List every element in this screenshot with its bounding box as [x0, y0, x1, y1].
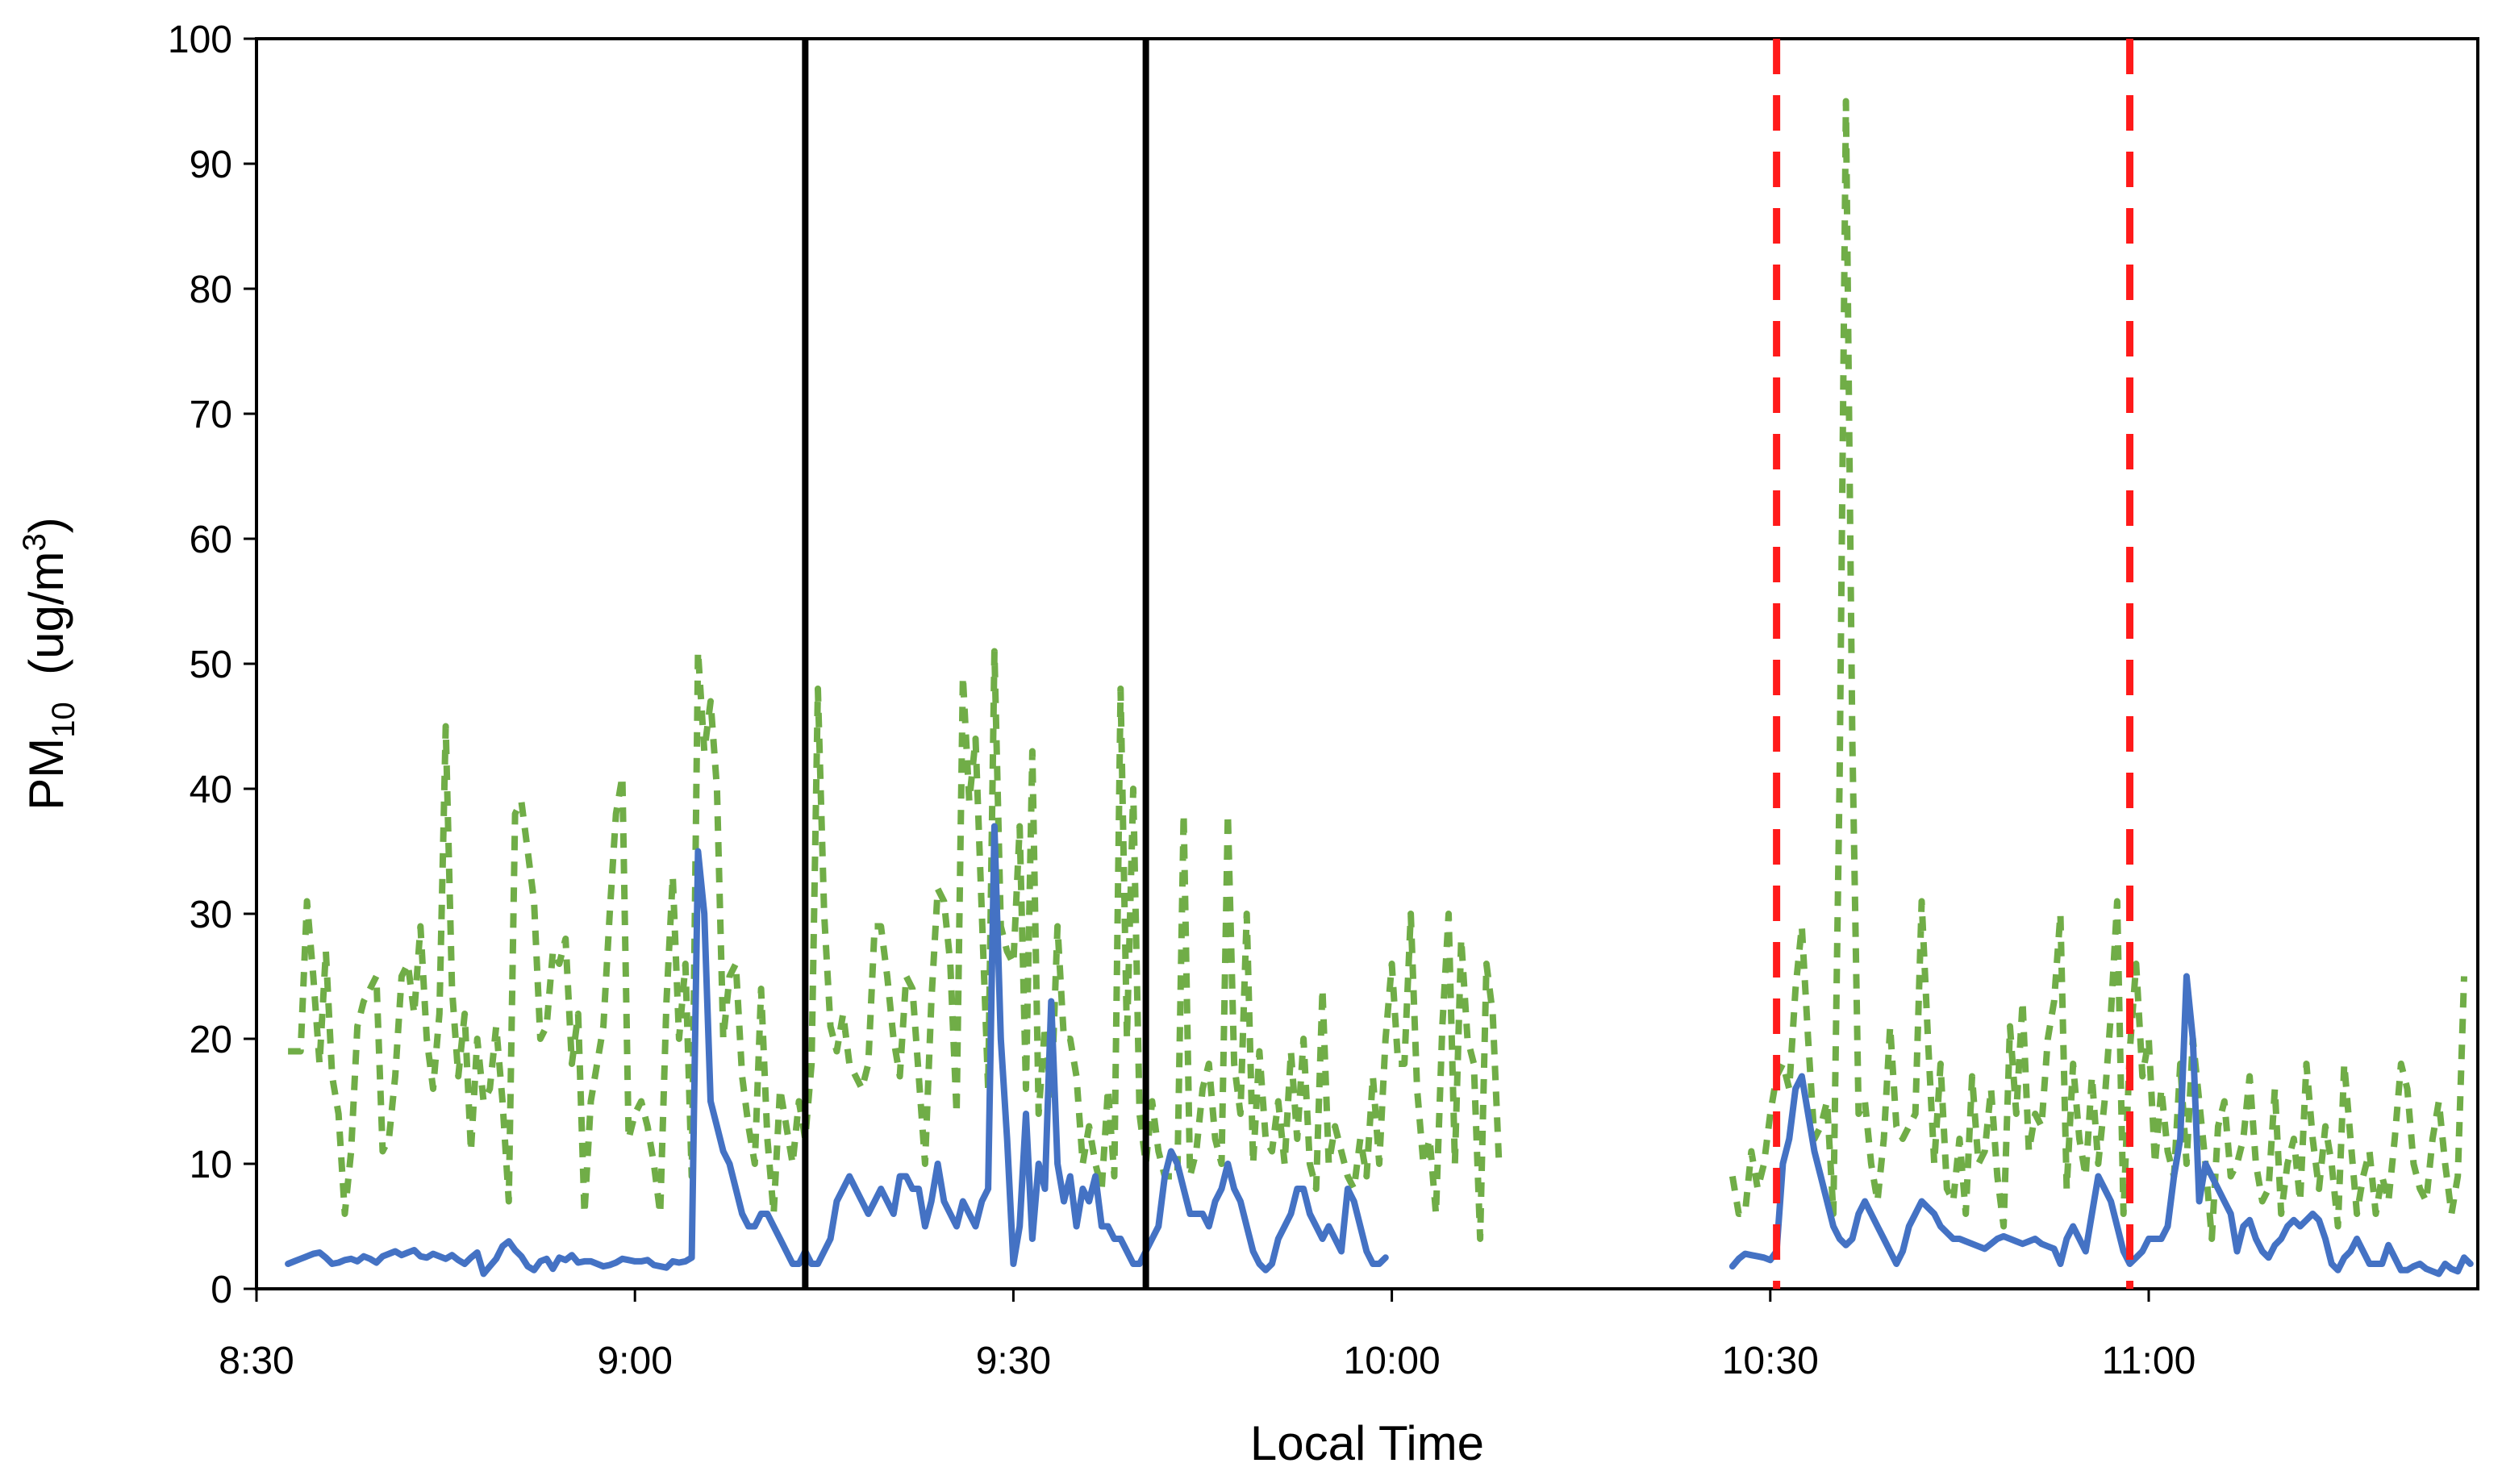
y-tick-label: 10 — [190, 1144, 232, 1186]
y-tick-label: 50 — [190, 644, 232, 686]
x-tick-label: 10:00 — [1344, 1340, 1441, 1382]
green-dashed-series-segment-2 — [1728, 98, 2467, 1242]
series-layer — [285, 98, 2474, 1278]
x-axis-title: Local Time — [1250, 1416, 1484, 1470]
x-axis-ticks: 8:30 9:00 9:30 10:00 10:30 11:00 — [219, 1289, 2196, 1382]
x-tick-label: 8:30 — [219, 1340, 294, 1382]
y-axis-title-units: (ug/m — [19, 552, 73, 702]
x-tick-label: 11:00 — [2102, 1340, 2196, 1382]
y-tick-label: 40 — [190, 769, 232, 811]
x-tick-label: 9:00 — [597, 1340, 672, 1382]
y-tick-label: 30 — [190, 894, 232, 936]
y-tick-label: 0 — [211, 1269, 232, 1311]
y-tick-label: 80 — [190, 269, 232, 311]
y-tick-label: 90 — [190, 144, 232, 186]
y-axis-title-units-close: ) — [19, 517, 73, 533]
y-axis-title: PM10 (ug/m3) — [17, 517, 81, 810]
y-axis-title-subscript: 10 — [46, 702, 81, 738]
vertical-markers — [802, 39, 2134, 1289]
y-tick-label: 100 — [168, 19, 232, 61]
y-axis-ticks: 0 10 20 30 40 50 60 70 80 90 100 — [168, 19, 256, 1311]
x-tick-label: 10:30 — [1722, 1340, 1819, 1382]
y-tick-label: 20 — [190, 1019, 232, 1061]
blue-solid-series-segment-2 — [1728, 973, 2474, 1278]
y-tick-label: 60 — [190, 519, 232, 561]
y-tick-label: 70 — [190, 394, 232, 436]
blue-solid-series-segment-1 — [285, 823, 1389, 1278]
green-dashed-series-segment-1 — [288, 648, 1503, 1242]
x-tick-label: 9:30 — [976, 1340, 1051, 1382]
y-axis-title-superscript: 3 — [17, 533, 52, 551]
y-axis-title-main: PM — [19, 738, 73, 811]
